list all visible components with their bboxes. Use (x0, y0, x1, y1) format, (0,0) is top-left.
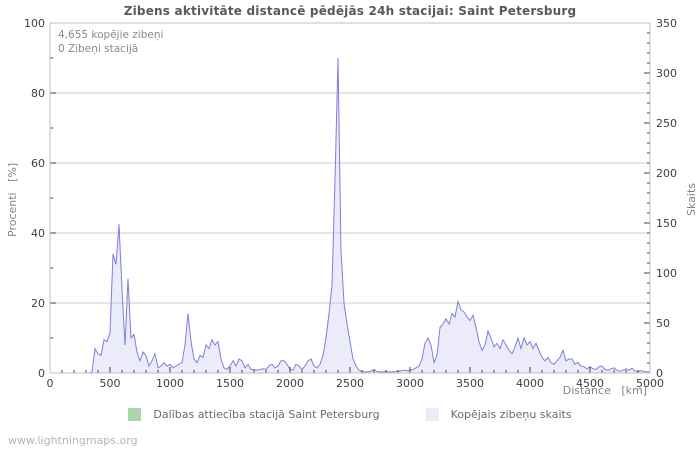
x-tick-label: 2000 (276, 377, 304, 390)
legend-label-total-count: Kopējais zibeņu skaits (450, 408, 572, 421)
total-strikes-text: 4,655 kopējie zibeņi (58, 29, 164, 41)
plot-border (49, 22, 651, 374)
x-tick-label: 3500 (456, 377, 484, 390)
station-strikes-text: 0 Zibeņi stacijā (58, 43, 139, 55)
right-tick-label: 50 (656, 317, 670, 330)
right-tick-label: 250 (656, 117, 677, 130)
watermark: www.lightningmaps.org (8, 434, 138, 447)
left-tick-label: 60 (31, 157, 45, 170)
right-tick-label: 100 (656, 267, 677, 280)
left-tick-label: 100 (24, 17, 45, 30)
right-tick-label: 300 (656, 67, 677, 80)
left-tick-label: 40 (31, 227, 45, 240)
x-tick-label: 3000 (396, 377, 424, 390)
chart-title: Zibens aktivitāte distancē pēdējās 24h s… (123, 4, 577, 18)
legend-swatch-total-count (425, 408, 439, 421)
annotation-block: 4,655 kopējie zibeņi 0 Zibeņi stacijā (58, 28, 163, 56)
lightning-count-area (50, 58, 650, 373)
x-tick-label: 2500 (336, 377, 364, 390)
legend: Dalības attiecība stacijā Saint Petersbu… (0, 408, 700, 421)
legend-swatch-station-ratio (128, 408, 142, 421)
x-tick-label: 4000 (516, 377, 544, 390)
x-tick-label: 500 (100, 377, 121, 390)
x-tick-label: 1000 (156, 377, 184, 390)
right-tick-label: 350 (656, 17, 677, 30)
left-tick-label: 80 (31, 87, 45, 100)
legend-item-station-ratio: Dalības attiecība stacijā Saint Petersbu… (128, 408, 380, 421)
x-axis-title: Distance [km] (562, 384, 647, 397)
x-tick-label: 5000 (636, 377, 664, 390)
lightning-count-curve (50, 57, 650, 374)
right-tick-label: 150 (656, 217, 677, 230)
legend-label-station-ratio: Dalības attiecība stacijā Saint Petersbu… (153, 408, 380, 421)
legend-item-total-count: Kopējais zibeņu skaits (425, 408, 572, 421)
left-tick-label: 20 (31, 297, 45, 310)
x-tick-label: 4500 (576, 377, 604, 390)
right-tick-label: 200 (656, 167, 677, 180)
right-axis-title: Skaits (685, 183, 698, 217)
left-tick-label: 0 (38, 367, 45, 380)
right-tick-label: 0 (656, 367, 663, 380)
x-tick-label: 0 (47, 377, 54, 390)
x-tick-label: 1500 (216, 377, 244, 390)
left-axis-title: Procenti [%] (6, 162, 19, 238)
